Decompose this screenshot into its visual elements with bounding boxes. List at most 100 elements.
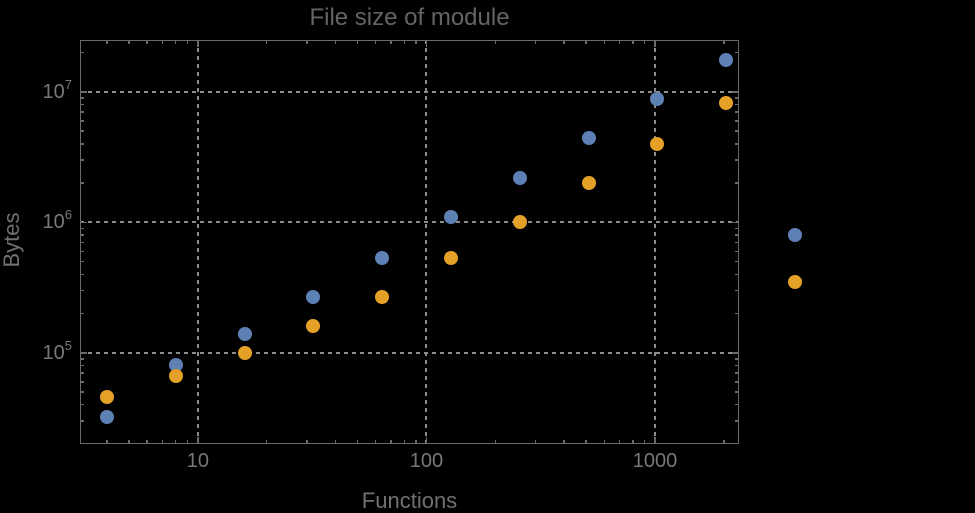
y-minor-tick-right: [735, 182, 739, 184]
data-point-series-blue-x512: [581, 131, 596, 146]
x-major-tick-bottom: [425, 437, 428, 444]
x-minor-tick-bottom: [603, 440, 606, 444]
x-minor-tick-top: [618, 40, 621, 44]
y-tick-exponent: 6: [64, 207, 72, 223]
y-tick-mantissa: 10: [42, 341, 65, 364]
x-minor-tick-top: [390, 40, 392, 44]
x-minor-tick-bottom: [161, 440, 164, 444]
data-point-series-orange-x256: [512, 215, 527, 230]
y-minor-tick-right: [735, 120, 739, 122]
data-point-series-blue-x2048: [719, 53, 734, 68]
x-major-tick-bottom: [654, 437, 656, 444]
x-minor-tick-bottom: [390, 440, 392, 444]
y-minor-tick-left: [80, 227, 84, 230]
y-minor-tick-left: [80, 403, 84, 406]
x-minor-tick-bottom: [403, 440, 406, 444]
y-minor-tick-left: [80, 51, 84, 54]
x-minor-tick-bottom: [186, 440, 189, 444]
x-tick-label: 1000: [632, 450, 678, 472]
data-point-series-blue-x4096: [788, 228, 802, 242]
x-minor-tick-top: [534, 40, 537, 44]
data-point-series-orange-x16: [237, 345, 252, 360]
y-minor-tick-right: [735, 227, 739, 230]
data-point-series-orange-x4096: [788, 274, 802, 289]
x-minor-tick-bottom: [618, 440, 621, 444]
y-minor-tick-right: [735, 391, 739, 393]
x-minor-tick-top: [403, 40, 406, 44]
y-minor-tick-left: [80, 273, 84, 276]
grid-line-y-1e5: [80, 351, 739, 354]
y-minor-tick-left: [80, 234, 84, 236]
x-minor-tick-bottom: [632, 440, 634, 444]
y-minor-tick-left: [80, 159, 84, 161]
x-minor-tick-bottom: [106, 440, 108, 444]
x-minor-tick-top: [563, 40, 565, 44]
y-minor-tick-right: [735, 358, 739, 360]
x-minor-tick-top: [643, 40, 646, 44]
data-point-series-blue-x8: [168, 358, 183, 373]
y-tick-mantissa: 10: [42, 211, 65, 234]
x-minor-tick-top: [161, 40, 164, 44]
y-minor-tick-right: [735, 97, 739, 99]
data-point-series-orange-x512: [581, 176, 596, 191]
y-minor-tick-left: [80, 97, 84, 99]
x-minor-tick-top: [603, 40, 606, 44]
x-minor-tick-top: [306, 40, 308, 44]
y-minor-tick-right: [735, 51, 739, 54]
y-minor-tick-left: [80, 260, 84, 263]
y-tick-label: 105: [0, 339, 72, 366]
grid-line-x-1000: [654, 40, 657, 444]
x-minor-tick-bottom: [563, 440, 565, 444]
y-minor-tick-left: [80, 364, 84, 367]
y-tick-label: 107: [0, 78, 72, 105]
x-minor-tick-bottom: [494, 440, 496, 444]
x-minor-tick-top: [186, 40, 189, 44]
x-minor-tick-top: [265, 40, 268, 44]
x-minor-tick-top: [415, 40, 417, 44]
data-point-series-orange-x8: [168, 369, 183, 384]
data-point-series-blue-x4: [99, 410, 114, 425]
x-minor-tick-top: [146, 40, 148, 44]
x-minor-tick-top: [374, 40, 377, 44]
x-minor-tick-bottom: [265, 440, 268, 444]
x-minor-tick-top: [128, 40, 130, 44]
x-minor-tick-bottom: [723, 440, 725, 444]
data-point-series-orange-x64: [375, 289, 390, 304]
x-minor-tick-bottom: [146, 440, 148, 444]
y-minor-tick-left: [80, 420, 84, 422]
y-major-tick-left: [80, 221, 87, 224]
data-point-series-blue-x128: [443, 209, 458, 224]
y-minor-tick-right: [735, 260, 739, 263]
data-point-series-orange-x32: [306, 319, 321, 334]
y-minor-tick-left: [80, 182, 84, 184]
x-minor-tick-top: [106, 40, 108, 44]
grid-line-x-10: [196, 40, 199, 444]
y-minor-tick-right: [735, 111, 739, 113]
y-minor-tick-right: [735, 103, 739, 106]
x-minor-tick-bottom: [306, 440, 308, 444]
y-minor-tick-left: [80, 103, 84, 106]
x-major-tick-top: [654, 40, 656, 47]
y-minor-tick-left: [80, 358, 84, 360]
data-point-series-orange-x4: [99, 389, 114, 404]
y-major-tick-left: [80, 91, 87, 93]
grid-line-y-1e6: [80, 221, 739, 224]
x-minor-tick-top: [585, 40, 587, 44]
y-minor-tick-right: [735, 364, 739, 367]
x-minor-tick-top: [723, 40, 725, 44]
y-minor-tick-right: [735, 130, 739, 132]
y-minor-tick-left: [80, 381, 84, 383]
y-minor-tick-left: [80, 289, 84, 292]
plot-frame: [80, 40, 739, 444]
y-minor-tick-right: [735, 372, 739, 374]
y-tick-mantissa: 10: [42, 80, 65, 103]
x-minor-tick-top: [356, 40, 359, 44]
y-major-tick-right: [732, 352, 739, 354]
y-tick-label: 106: [0, 207, 72, 235]
y-minor-tick-right: [735, 234, 739, 236]
y-major-tick-right: [732, 91, 739, 93]
x-minor-tick-bottom: [128, 440, 130, 444]
data-point-series-orange-x1024: [650, 136, 665, 151]
y-minor-tick-left: [80, 143, 84, 145]
